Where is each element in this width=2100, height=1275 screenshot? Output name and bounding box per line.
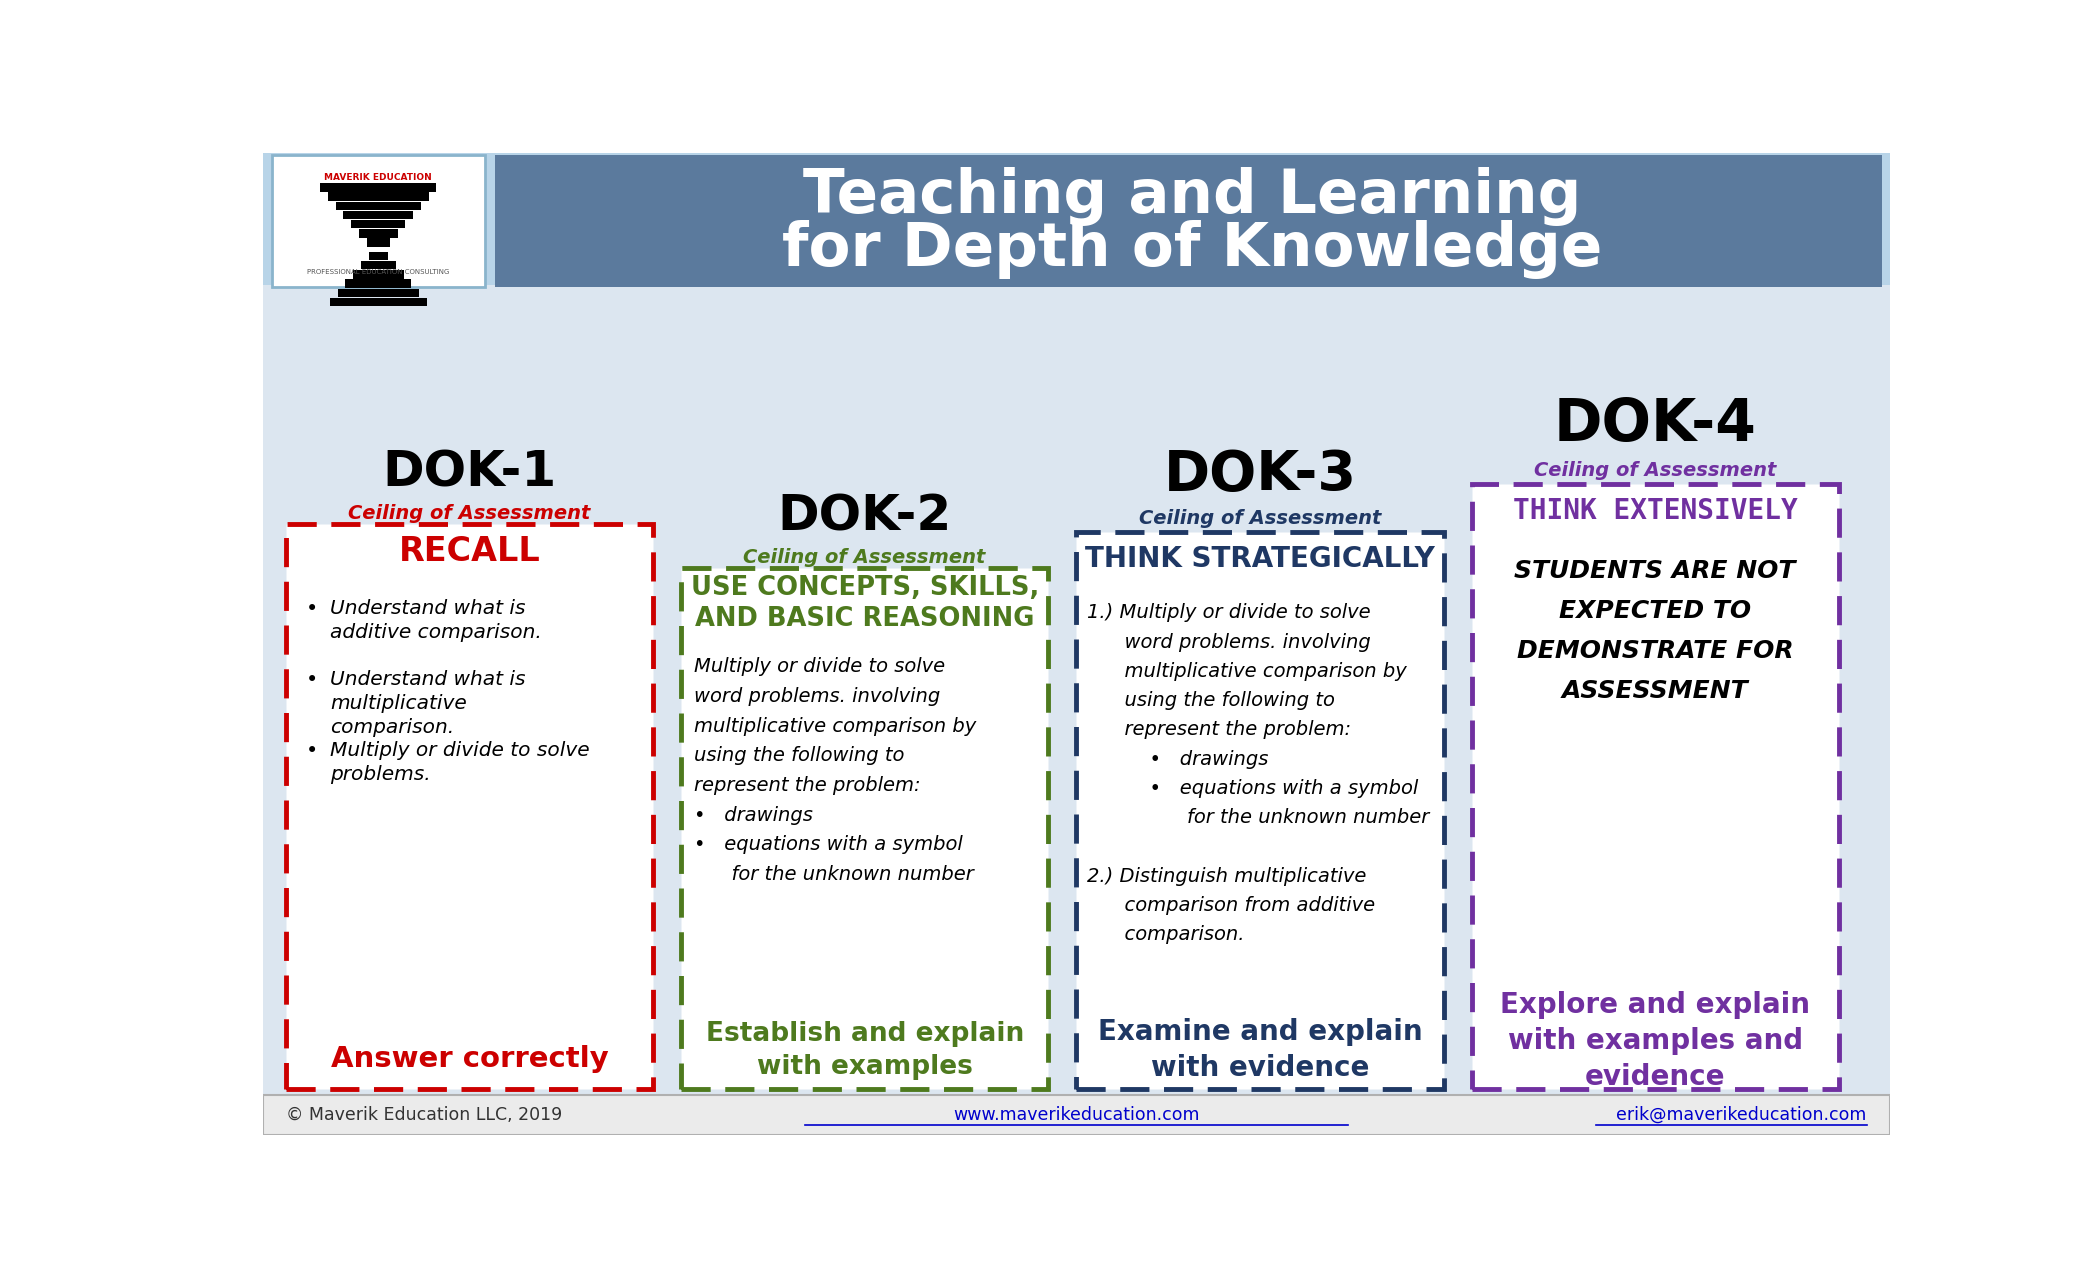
FancyBboxPatch shape — [359, 230, 397, 237]
FancyBboxPatch shape — [330, 298, 426, 306]
Text: using the following to: using the following to — [695, 746, 905, 765]
Text: comparison.: comparison. — [1088, 926, 1245, 945]
Text: word problems. involving: word problems. involving — [695, 687, 941, 706]
Text: multiplicative comparison by: multiplicative comparison by — [1088, 662, 1407, 681]
Text: 1.) Multiply or divide to solve: 1.) Multiply or divide to solve — [1088, 603, 1371, 622]
Text: represent the problem:: represent the problem: — [1088, 720, 1350, 739]
Text: •: • — [307, 599, 319, 618]
FancyBboxPatch shape — [370, 251, 388, 260]
Text: USE CONCEPTS, SKILLS,
AND BASIC REASONING: USE CONCEPTS, SKILLS, AND BASIC REASONIN… — [691, 575, 1040, 632]
Text: Ceiling of Assessment: Ceiling of Assessment — [743, 548, 985, 567]
Text: •: • — [307, 741, 319, 760]
FancyBboxPatch shape — [262, 153, 1890, 1135]
FancyBboxPatch shape — [1472, 484, 1840, 1089]
Text: Understand what is
additive comparison.: Understand what is additive comparison. — [330, 599, 542, 643]
Text: Multiply or divide to solve: Multiply or divide to solve — [695, 658, 945, 676]
FancyBboxPatch shape — [368, 238, 391, 247]
Text: Understand what is
multiplicative
comparison.: Understand what is multiplicative compar… — [330, 669, 525, 737]
Text: •   drawings: • drawings — [695, 806, 813, 825]
FancyBboxPatch shape — [262, 1095, 1890, 1135]
FancyBboxPatch shape — [336, 201, 420, 210]
FancyBboxPatch shape — [680, 569, 1048, 1089]
Text: •   equations with a symbol: • equations with a symbol — [695, 835, 964, 854]
Text: ASSESSMENT: ASSESSMENT — [1562, 678, 1749, 703]
FancyBboxPatch shape — [344, 279, 412, 288]
Text: word problems. involving: word problems. involving — [1088, 632, 1371, 652]
FancyBboxPatch shape — [262, 153, 1890, 289]
Text: STUDENTS ARE NOT: STUDENTS ARE NOT — [1514, 558, 1796, 583]
Text: •   drawings: • drawings — [1088, 750, 1268, 769]
Text: using the following to: using the following to — [1088, 691, 1336, 710]
Text: THINK STRATEGICALLY: THINK STRATEGICALLY — [1086, 544, 1434, 572]
Text: for the unknown number: for the unknown number — [695, 864, 974, 884]
Text: Ceiling of Assessment: Ceiling of Assessment — [1138, 509, 1382, 528]
Text: DOK-1: DOK-1 — [382, 449, 556, 496]
FancyBboxPatch shape — [361, 261, 395, 269]
Text: Answer correctly: Answer correctly — [330, 1046, 609, 1074]
Text: MAVERIK EDUCATION: MAVERIK EDUCATION — [326, 173, 433, 182]
Text: Explore and explain
with examples and
evidence: Explore and explain with examples and ev… — [1499, 991, 1810, 1090]
Text: DEMONSTRATE FOR: DEMONSTRATE FOR — [1516, 639, 1793, 663]
FancyBboxPatch shape — [338, 288, 420, 297]
FancyBboxPatch shape — [496, 154, 1882, 287]
FancyBboxPatch shape — [351, 221, 405, 228]
FancyBboxPatch shape — [353, 270, 403, 278]
Text: Ceiling of Assessment: Ceiling of Assessment — [349, 504, 590, 523]
Text: DOK-4: DOK-4 — [1554, 397, 1756, 454]
FancyBboxPatch shape — [271, 154, 485, 287]
FancyBboxPatch shape — [1075, 532, 1443, 1089]
Text: RECALL: RECALL — [399, 534, 540, 567]
FancyBboxPatch shape — [319, 184, 437, 191]
FancyBboxPatch shape — [328, 193, 428, 200]
Text: Examine and explain
with evidence: Examine and explain with evidence — [1098, 1019, 1422, 1082]
Text: www.maverikeducation.com: www.maverikeducation.com — [953, 1105, 1199, 1123]
Text: DOK-2: DOK-2 — [777, 492, 951, 541]
Text: comparison from additive: comparison from additive — [1088, 896, 1376, 915]
Text: Establish and explain
with examples: Establish and explain with examples — [706, 1020, 1025, 1080]
Text: Ceiling of Assessment: Ceiling of Assessment — [1533, 460, 1777, 479]
Text: for Depth of Knowledge: for Depth of Knowledge — [783, 221, 1602, 279]
Text: multiplicative comparison by: multiplicative comparison by — [695, 717, 976, 736]
Text: represent the problem:: represent the problem: — [695, 776, 920, 794]
Text: THINK EXTENSIVELY: THINK EXTENSIVELY — [1512, 497, 1798, 525]
FancyBboxPatch shape — [262, 286, 1890, 1095]
Text: Teaching and Learning: Teaching and Learning — [804, 167, 1581, 226]
Text: EXPECTED TO: EXPECTED TO — [1558, 599, 1751, 622]
Text: erik@maverikeducation.com: erik@maverikeducation.com — [1617, 1105, 1867, 1123]
Text: DOK-3: DOK-3 — [1163, 448, 1357, 502]
FancyBboxPatch shape — [344, 210, 414, 219]
Text: for the unknown number: for the unknown number — [1088, 808, 1430, 827]
Text: Multiply or divide to solve
problems.: Multiply or divide to solve problems. — [330, 741, 590, 784]
Text: •: • — [307, 669, 319, 690]
Text: 2.) Distinguish multiplicative: 2.) Distinguish multiplicative — [1088, 867, 1367, 886]
Text: PROFESSIONAL EDUCATION CONSULTING: PROFESSIONAL EDUCATION CONSULTING — [307, 269, 449, 274]
Text: © Maverik Education LLC, 2019: © Maverik Education LLC, 2019 — [286, 1105, 563, 1123]
Text: •   equations with a symbol: • equations with a symbol — [1088, 779, 1418, 798]
FancyBboxPatch shape — [286, 524, 653, 1089]
